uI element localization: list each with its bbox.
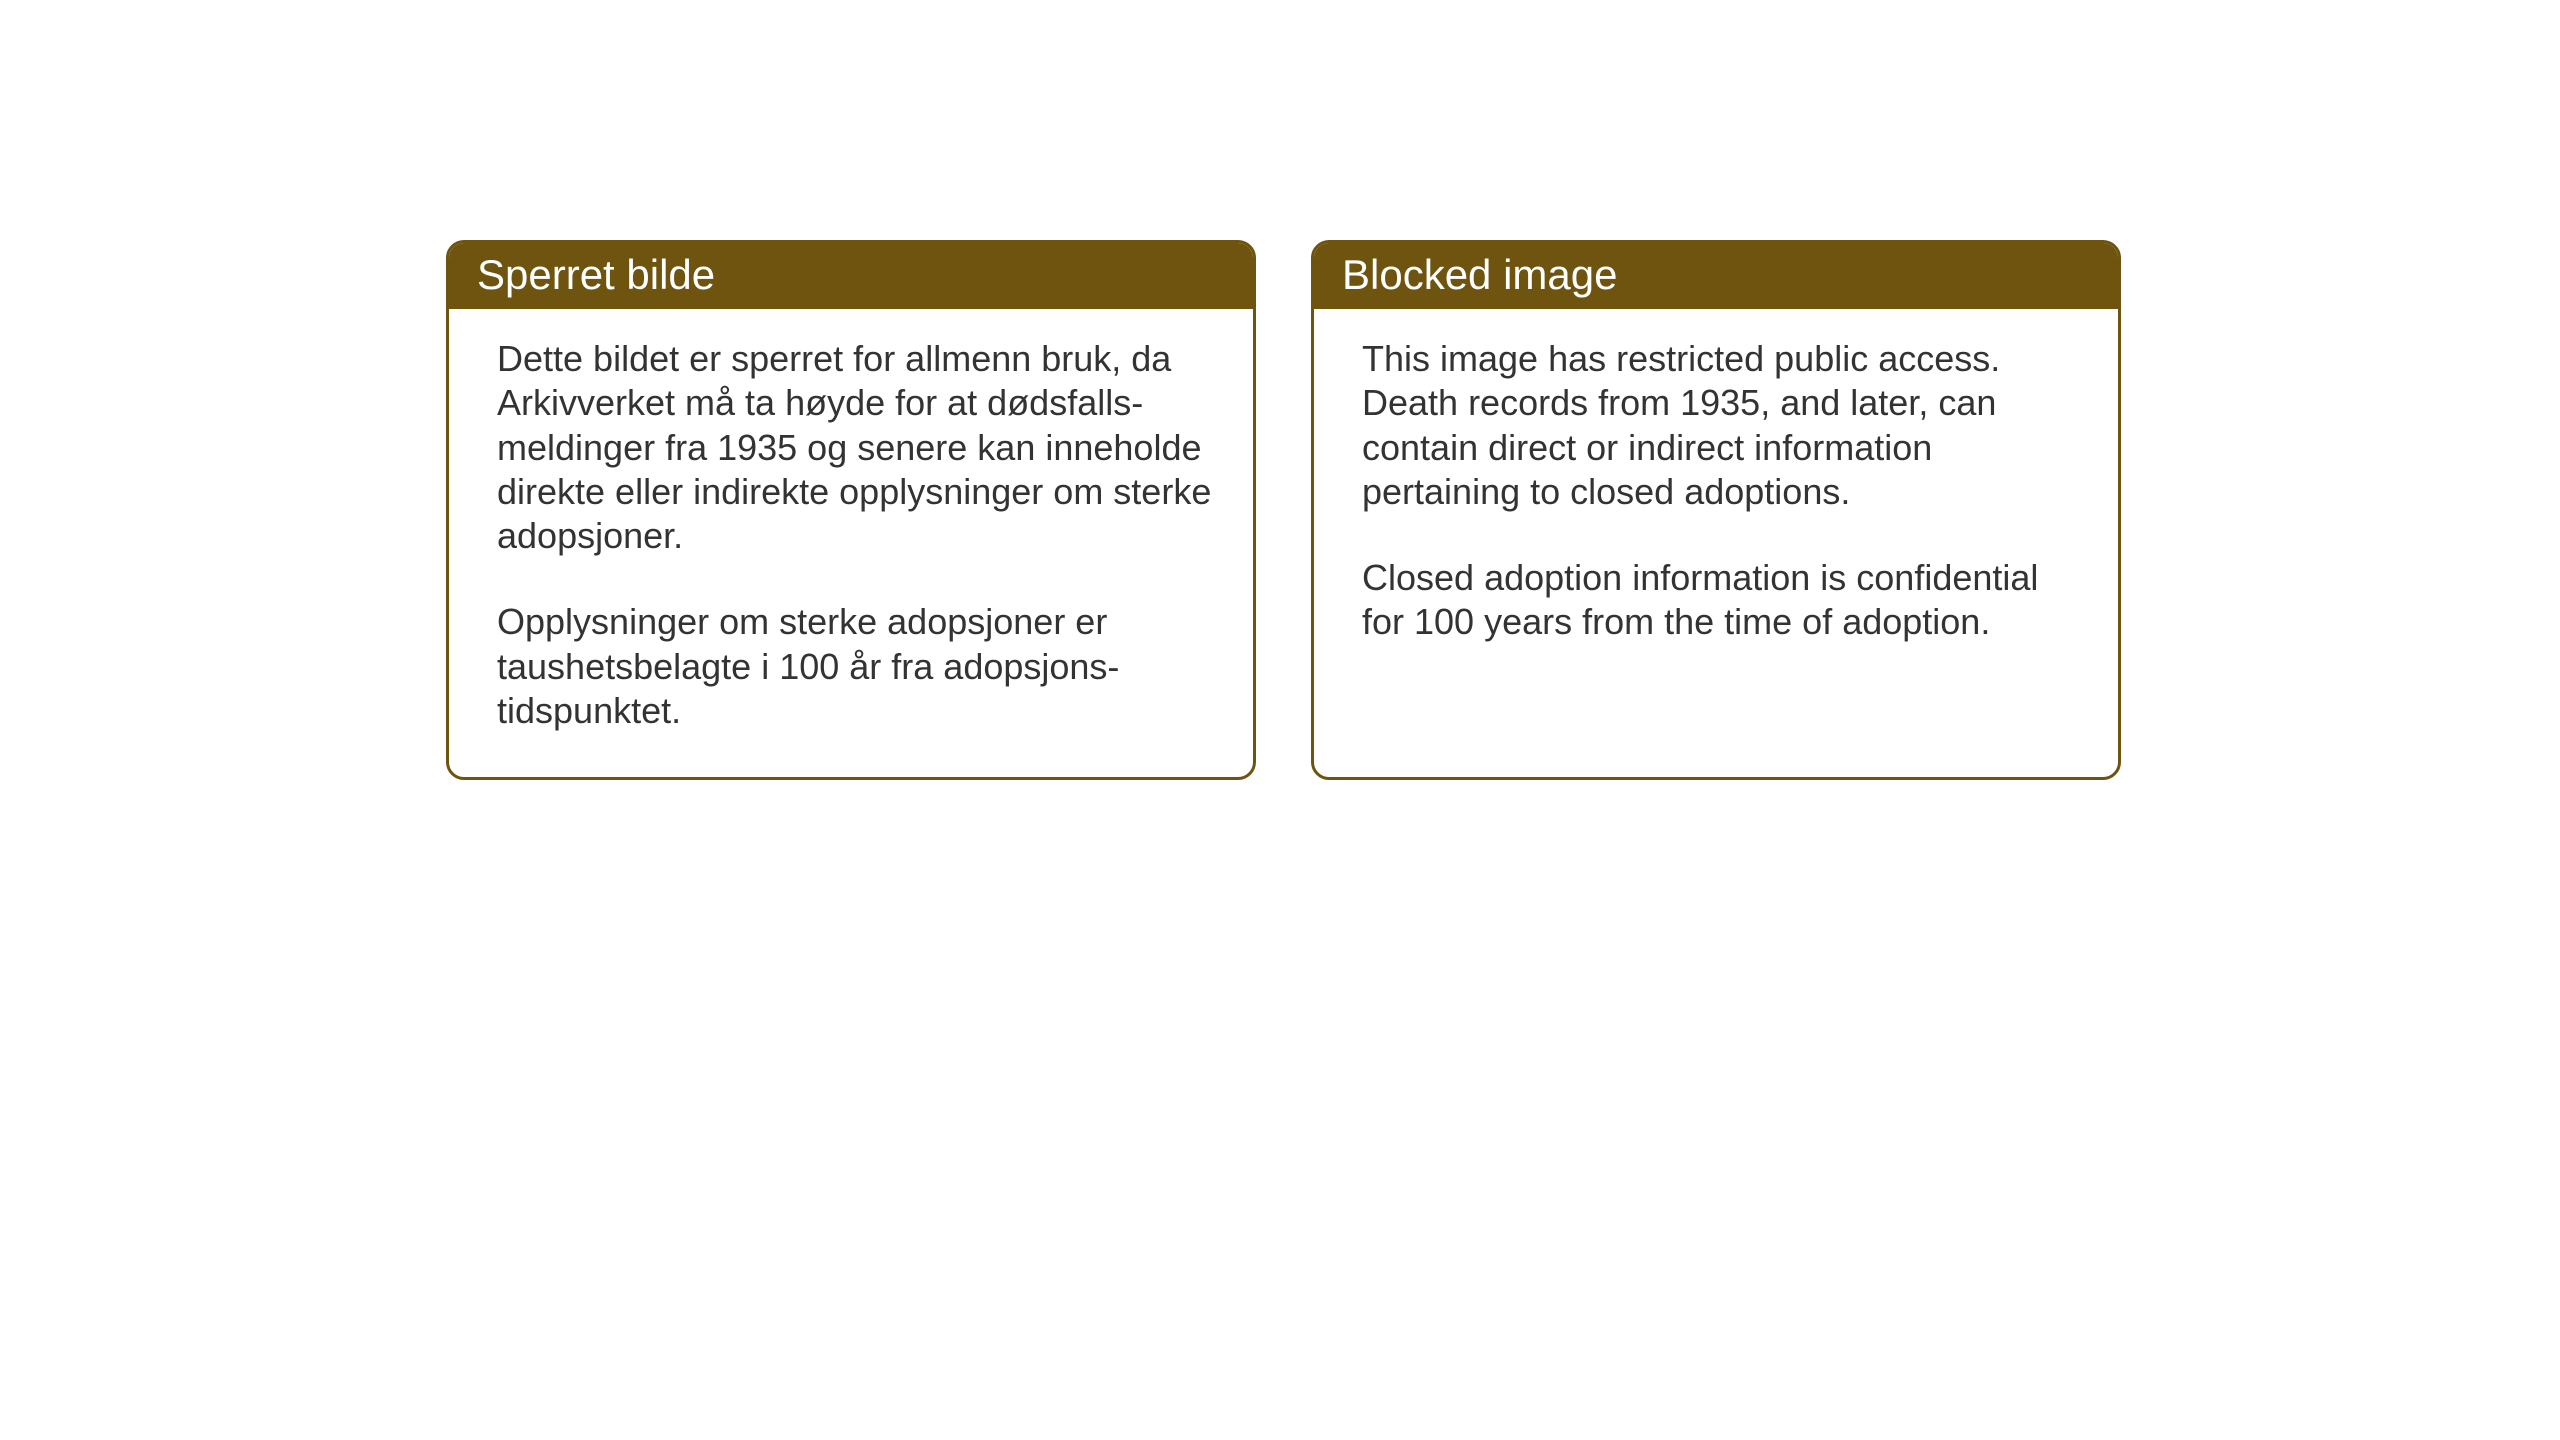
norwegian-card-title: Sperret bilde	[449, 243, 1253, 309]
english-card-body: This image has restricted public access.…	[1314, 309, 2118, 689]
norwegian-paragraph-1: Dette bildet er sperret for allmenn bruk…	[497, 337, 1213, 558]
english-card-title: Blocked image	[1314, 243, 2118, 309]
english-notice-card: Blocked image This image has restricted …	[1311, 240, 2121, 780]
english-paragraph-2: Closed adoption information is confident…	[1362, 556, 2078, 645]
norwegian-notice-card: Sperret bilde Dette bildet er sperret fo…	[446, 240, 1256, 780]
norwegian-paragraph-2: Opplysninger om sterke adopsjoner er tau…	[497, 600, 1213, 733]
norwegian-card-body: Dette bildet er sperret for allmenn bruk…	[449, 309, 1253, 777]
notice-container: Sperret bilde Dette bildet er sperret fo…	[446, 240, 2121, 780]
english-paragraph-1: This image has restricted public access.…	[1362, 337, 2078, 514]
